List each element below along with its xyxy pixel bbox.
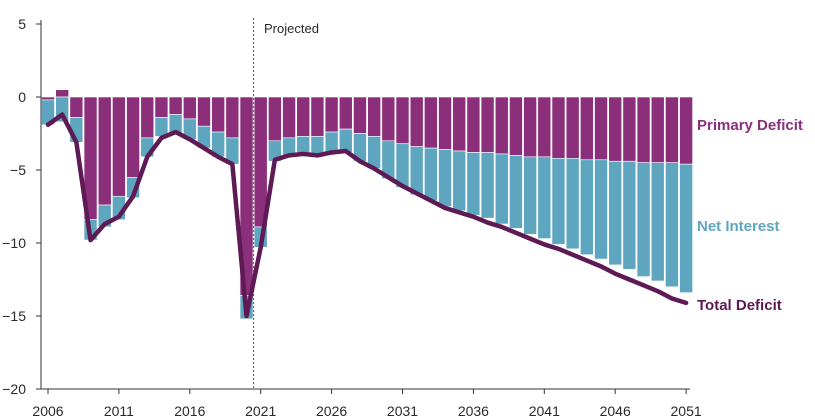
x-tick-label: 2026 xyxy=(316,403,347,419)
net-interest-bar xyxy=(509,155,523,229)
x-tick-label: 2046 xyxy=(600,403,631,419)
net-interest-bar xyxy=(438,149,452,207)
net-interest-bar xyxy=(452,150,467,212)
primary-deficit-bar xyxy=(126,96,140,178)
primary-deficit-bar xyxy=(395,96,410,145)
x-tick-label: 2031 xyxy=(387,403,418,419)
net-interest-bar xyxy=(608,160,623,266)
primary-deficit-bar xyxy=(282,96,296,139)
primary-deficit-bar xyxy=(622,96,637,162)
x-tick-label: 2011 xyxy=(104,403,134,419)
primary-deficit-bar xyxy=(183,96,197,120)
primary-deficit-bar xyxy=(211,96,225,133)
y-tick-label: −10 xyxy=(2,235,26,251)
primary-deficit-bar xyxy=(480,96,495,153)
primary-deficit-bar xyxy=(594,96,608,161)
primary-deficit-bar xyxy=(197,96,211,127)
net-interest-bar xyxy=(523,156,537,235)
primary-deficit-bar xyxy=(551,96,566,159)
primary-deficit-bar xyxy=(438,96,452,150)
net-interest-bar xyxy=(409,146,424,196)
primary-deficit-bar xyxy=(608,96,623,162)
x-tick-label: 2051 xyxy=(671,403,702,419)
primary-deficit-bar xyxy=(225,96,240,139)
primary-deficit-bar xyxy=(466,96,481,153)
primary-deficit-bar xyxy=(324,96,339,133)
primary-deficit-bar xyxy=(112,96,126,197)
net-interest-bar xyxy=(580,159,594,255)
primary-deficit-label: Primary Deficit xyxy=(697,117,803,134)
net-interest-label: Net Interest xyxy=(697,218,780,235)
x-tick-label: 2021 xyxy=(245,403,276,419)
net-interest-bar xyxy=(466,152,481,216)
primary-deficit-bar xyxy=(55,89,69,98)
primary-deficit-bar xyxy=(69,96,84,118)
net-interest-bar xyxy=(565,158,580,250)
y-tick-label: −5 xyxy=(10,162,26,178)
primary-deficit-bar xyxy=(494,96,509,155)
net-interest-bar xyxy=(551,158,566,245)
primary-deficit-bar xyxy=(452,96,467,152)
x-tick-label: 2006 xyxy=(32,403,63,419)
primary-deficit-bar xyxy=(636,96,651,163)
primary-deficit-bar xyxy=(310,96,325,137)
y-tick-label: 5 xyxy=(18,16,26,32)
x-tick-label: 2016 xyxy=(174,403,205,419)
primary-deficit-bar xyxy=(523,96,537,158)
primary-deficit-bar xyxy=(268,96,282,142)
y-tick-label: −15 xyxy=(2,308,26,324)
primary-deficit-bar xyxy=(580,96,594,161)
axes-layer: 5 0 −5 −10 −15 −20 2006 2011 2016 2021 2026 2031 203… xyxy=(2,16,702,419)
net-interest-bar xyxy=(480,152,495,219)
primary-deficit-bar xyxy=(537,96,552,158)
primary-deficit-bar xyxy=(97,96,112,206)
y-tick-label: 0 xyxy=(18,89,26,105)
primary-deficit-bar xyxy=(353,96,367,134)
y-tick-label: −20 xyxy=(2,381,26,397)
projected-annotation: Projected xyxy=(264,21,319,36)
primary-deficit-bar xyxy=(565,96,580,159)
primary-deficit-bar xyxy=(650,96,665,163)
primary-deficit-bar xyxy=(679,96,693,165)
total-deficit-label: Total Deficit xyxy=(697,297,782,314)
net-interest-bar xyxy=(296,136,311,155)
primary-deficit-bar xyxy=(338,96,353,130)
net-interest-bar xyxy=(636,162,651,277)
total-deficit-line xyxy=(45,112,689,319)
primary-deficit-bar xyxy=(409,96,424,147)
primary-deficit-bar xyxy=(154,96,169,118)
primary-deficit-bar xyxy=(665,96,679,163)
net-interest-bar xyxy=(594,159,608,260)
labels-layer: Projected Primary Deficit Net Interest T… xyxy=(264,21,803,314)
bars-layer xyxy=(41,89,693,320)
net-interest-bar xyxy=(424,147,438,201)
net-interest-bar xyxy=(537,156,552,239)
primary-deficit-bar xyxy=(509,96,523,156)
net-interest-bar xyxy=(665,162,679,288)
net-interest-bar xyxy=(679,163,693,293)
primary-deficit-bar xyxy=(296,96,311,137)
primary-deficit-bar xyxy=(367,96,381,137)
primary-deficit-bar xyxy=(140,96,155,139)
primary-deficit-bar xyxy=(424,96,438,149)
primary-deficit-bar xyxy=(168,96,183,115)
line-layer xyxy=(45,112,689,319)
net-interest-bar xyxy=(622,160,637,270)
net-interest-bar xyxy=(324,131,339,153)
x-tick-label: 2041 xyxy=(529,403,560,419)
primary-deficit-bar xyxy=(41,96,55,101)
net-interest-bar xyxy=(494,153,509,225)
x-tick-label: 2036 xyxy=(458,403,489,419)
primary-deficit-bar xyxy=(381,96,396,142)
net-interest-bar xyxy=(650,162,665,282)
